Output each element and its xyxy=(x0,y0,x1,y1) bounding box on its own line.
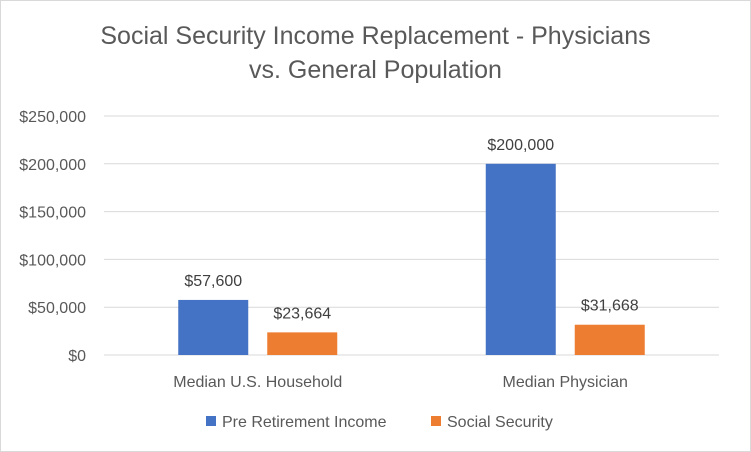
legend-label: Social Security xyxy=(447,414,553,431)
chart-title-line-2: vs. General Population xyxy=(249,56,502,84)
data-label: $23,664 xyxy=(273,305,331,322)
data-label: $31,668 xyxy=(581,298,639,315)
chart-title: Social Security Income Replacement - Phy… xyxy=(1,19,750,87)
bar xyxy=(574,324,645,355)
y-tick-label: $0 xyxy=(68,348,86,365)
y-tick-label: $250,000 xyxy=(19,109,86,126)
y-tick-label: $200,000 xyxy=(19,157,86,174)
y-tick-label: $50,000 xyxy=(28,300,86,317)
data-label: $57,600 xyxy=(184,273,242,290)
x-tick-label: Median Physician xyxy=(503,374,628,391)
legend-swatch xyxy=(431,416,441,426)
bar xyxy=(267,332,338,355)
bar xyxy=(178,299,249,355)
x-tick-label: Median U.S. Household xyxy=(173,374,342,391)
data-label: $200,000 xyxy=(487,137,554,154)
bar xyxy=(485,163,556,355)
chart-title-line-1: Social Security Income Replacement - Phy… xyxy=(100,22,651,50)
y-tick-label: $100,000 xyxy=(19,252,86,269)
y-tick-label: $150,000 xyxy=(19,205,86,222)
legend-swatch xyxy=(206,416,216,426)
legend-label: Pre Retirement Income xyxy=(222,414,387,431)
